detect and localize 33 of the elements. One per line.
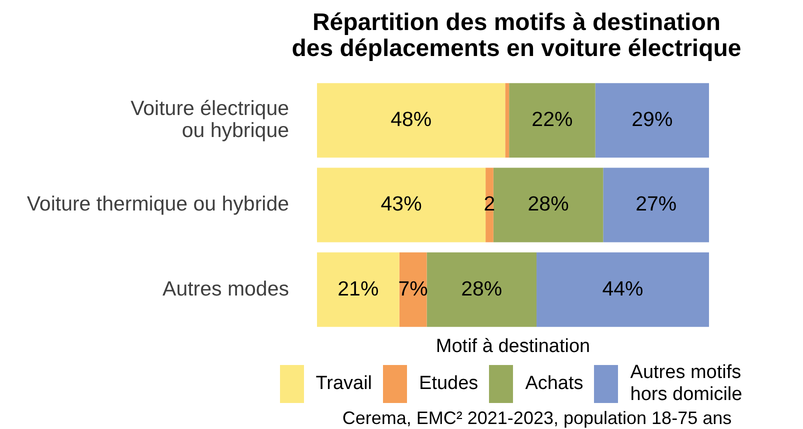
legend-label: Travail xyxy=(316,373,372,395)
y-tick-label: Autres modes xyxy=(162,277,289,300)
legend-label: Etudes xyxy=(419,373,478,395)
legend-label: Autres motifs hors domicile xyxy=(630,362,744,406)
bar xyxy=(399,252,427,327)
legend-label: Achats xyxy=(525,373,584,395)
bar xyxy=(603,168,709,242)
bar xyxy=(486,168,494,242)
bar xyxy=(536,252,709,327)
bar xyxy=(426,252,537,327)
data-label: 43% xyxy=(380,192,422,216)
y-tick-label: Voiture thermique ou hybride xyxy=(26,192,289,216)
bar xyxy=(317,252,400,327)
data-label: 2 xyxy=(484,192,496,216)
bar xyxy=(505,83,510,158)
data-label: 29% xyxy=(632,108,673,131)
y-tick-label: Voiture électrique ou hybrique xyxy=(130,97,289,142)
legend-title: Motif à destination xyxy=(436,336,590,358)
text: Cerema, EMC² 2021-2023, population 18-75 ans xyxy=(341,408,733,428)
data-label: 48% xyxy=(390,108,432,131)
data-label: 28% xyxy=(461,277,502,300)
bar xyxy=(317,168,486,242)
data-label: 44% xyxy=(602,277,644,300)
data-label: 27% xyxy=(636,192,677,216)
chart-title: Répartition des motifs à destination des déplacements en voiture électrique xyxy=(290,9,742,62)
bar xyxy=(317,83,506,158)
data-label: 7% xyxy=(398,277,428,300)
bar xyxy=(595,83,709,158)
bar xyxy=(493,168,604,242)
data-label: 22% xyxy=(532,108,573,131)
bar xyxy=(509,83,596,158)
data-label: 28% xyxy=(528,192,569,216)
data-label: 21% xyxy=(338,277,379,300)
